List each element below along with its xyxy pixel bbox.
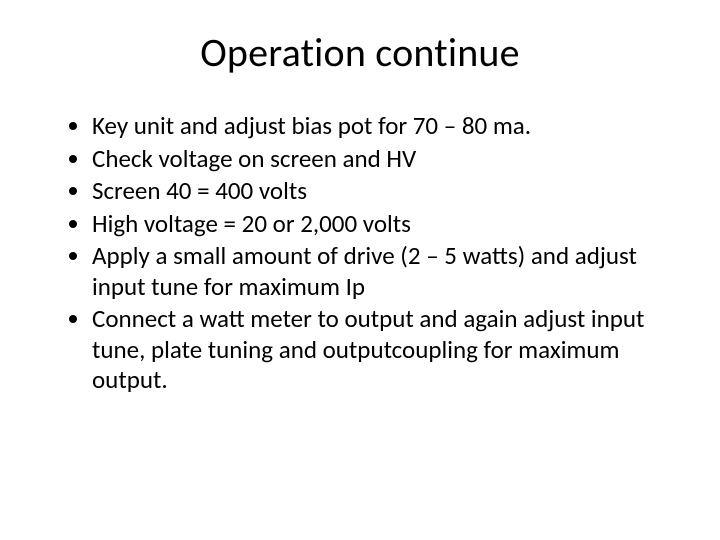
- slide-title: Operation continue: [48, 28, 672, 77]
- list-item: Check voltage on screen and HV: [92, 144, 672, 175]
- list-item: Connect a watt meter to output and again…: [92, 304, 672, 396]
- list-item: Key unit and adjust bias pot for 70 – 80…: [92, 111, 672, 142]
- list-item: High voltage = 20 or 2,000 volts: [92, 209, 672, 240]
- slide: Operation continue Key unit and adjust b…: [0, 0, 720, 540]
- list-item: Screen 40 = 400 volts: [92, 176, 672, 207]
- list-item: Apply a small amount of drive (2 – 5 wat…: [92, 241, 672, 302]
- bullet-list: Key unit and adjust bias pot for 70 – 80…: [48, 111, 672, 396]
